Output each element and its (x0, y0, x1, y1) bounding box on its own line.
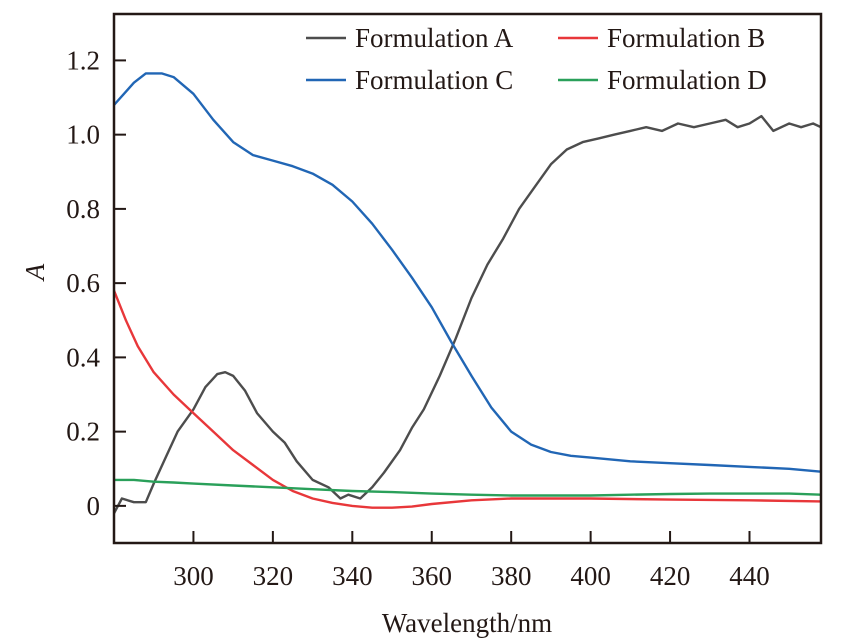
x-tick-label: 420 (650, 561, 691, 591)
legend: Formulation A Formulation B Formulation C F… (306, 23, 767, 95)
series-line-formulation-b (112, 290, 822, 509)
legend-label: Formulation D (607, 65, 767, 95)
legend-item-formulation-b: Formulation B (558, 23, 765, 53)
legend-item-formulation-d: Formulation D (558, 65, 767, 95)
legend-label: Formulation B (607, 23, 765, 53)
series-line-formulation-a (112, 114, 822, 514)
legend-label: Formulation C (355, 65, 513, 95)
x-tick-label: 360 (412, 561, 453, 591)
y-tick-label: 0.2 (66, 417, 100, 447)
y-tick-label: 0 (87, 491, 101, 521)
legend-item-formulation-c: Formulation C (306, 65, 513, 95)
y-axis: 0 0.2 0.4 0.6 0.8 1.0 1.2 (66, 45, 126, 521)
legend-label: Formulation A (355, 23, 514, 53)
plot-frame (112, 12, 823, 545)
y-axis-title: A (20, 263, 50, 282)
y-tick-label: 1.2 (66, 45, 100, 75)
series-line-formulation-c (113, 72, 822, 473)
x-tick-label: 440 (729, 561, 770, 591)
y-tick-label: 0.6 (66, 268, 100, 298)
y-tick-label: 0.4 (66, 342, 100, 372)
legend-item-formulation-a: Formulation A (306, 23, 514, 53)
x-tick-label: 400 (570, 561, 611, 591)
series-line-formulation-d (114, 478, 822, 497)
x-tick-label: 320 (253, 561, 294, 591)
y-tick-label: 1.0 (66, 120, 100, 150)
x-tick-label: 340 (332, 561, 373, 591)
x-axis: 300 320 340 360 380 400 420 440 (173, 531, 770, 591)
x-tick-label: 380 (491, 561, 532, 591)
x-tick-label: 300 (173, 561, 214, 591)
y-tick-label: 0.8 (66, 194, 100, 224)
series-layer (112, 72, 822, 514)
x-axis-title: Wavelength/nm (382, 608, 552, 638)
